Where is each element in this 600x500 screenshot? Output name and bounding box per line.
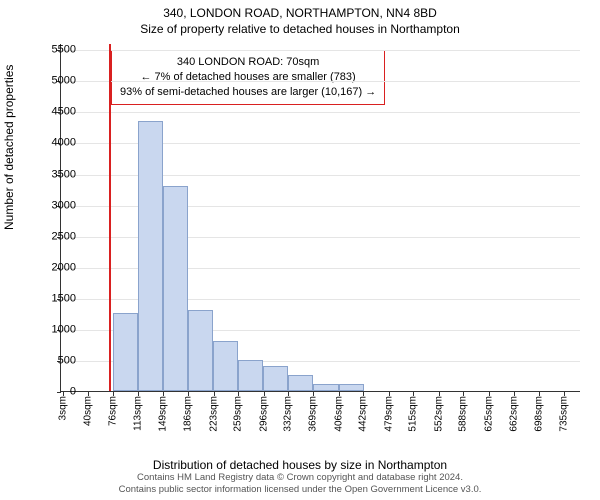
footer-line2: Contains public sector information licen… (0, 484, 600, 496)
gridline (61, 81, 580, 82)
histogram-bar (213, 341, 238, 391)
xtick-label: 588sqm (458, 396, 469, 432)
xtick-label: 552sqm (433, 396, 444, 432)
xtick-label: 76sqm (108, 396, 119, 426)
annotation-line2: ← 7% of detached houses are smaller (783… (120, 70, 376, 85)
xtick-label: 149sqm (157, 396, 168, 432)
xtick-label: 515sqm (408, 396, 419, 432)
histogram-bar (138, 121, 163, 391)
xtick-label: 698sqm (533, 396, 544, 432)
ytick-label: 4000 (40, 138, 76, 149)
gridline (61, 112, 580, 113)
xtick-label: 3sqm (58, 396, 69, 420)
histogram-bar (188, 310, 213, 391)
ytick-label: 500 (40, 355, 76, 366)
annotation-line3: 93% of semi-detached houses are larger (… (120, 85, 376, 100)
footer-line1: Contains HM Land Registry data © Crown c… (0, 472, 600, 484)
xtick-label: 442sqm (358, 396, 369, 432)
ytick-label: 0 (40, 387, 76, 398)
ytick-label: 2000 (40, 262, 76, 273)
histogram-bar (313, 384, 338, 391)
footer-attribution: Contains HM Land Registry data © Crown c… (0, 472, 600, 496)
xtick-label: 40sqm (83, 396, 94, 426)
xtick-label: 186sqm (183, 396, 194, 432)
ytick-label: 2500 (40, 231, 76, 242)
property-marker-line (109, 44, 111, 391)
x-axis-label: Distribution of detached houses by size … (0, 458, 600, 472)
histogram-bar (288, 375, 313, 391)
chart-subtitle: Size of property relative to detached ho… (0, 22, 600, 36)
xtick-label: 223sqm (208, 396, 219, 432)
histogram-bar (339, 384, 364, 391)
ytick-label: 5000 (40, 76, 76, 87)
ytick-label: 1000 (40, 324, 76, 335)
ytick-label: 5500 (40, 45, 76, 56)
ytick-label: 3500 (40, 169, 76, 180)
xtick-label: 625sqm (483, 396, 494, 432)
xtick-label: 406sqm (333, 396, 344, 432)
xtick-label: 369sqm (308, 396, 319, 432)
xtick-label: 735sqm (558, 396, 569, 432)
histogram-bar (113, 313, 138, 391)
xtick-label: 296sqm (258, 396, 269, 432)
histogram-bar (163, 186, 188, 391)
xtick-label: 479sqm (383, 396, 394, 432)
xtick-label: 662sqm (508, 396, 519, 432)
y-axis-label: Number of detached properties (2, 65, 16, 230)
xtick-label: 332sqm (283, 396, 294, 432)
histogram-bar (238, 360, 263, 391)
ytick-label: 1500 (40, 293, 76, 304)
ytick-label: 4500 (40, 107, 76, 118)
marker-annotation: 340 LONDON ROAD: 70sqm ← 7% of detached … (111, 50, 385, 105)
annotation-line1: 340 LONDON ROAD: 70sqm (120, 55, 376, 70)
chart-title: 340, LONDON ROAD, NORTHAMPTON, NN4 8BD (0, 6, 600, 20)
xtick-label: 113sqm (133, 396, 144, 431)
histogram-bar (263, 366, 288, 391)
ytick-label: 3000 (40, 200, 76, 211)
plot-area: 340 LONDON ROAD: 70sqm ← 7% of detached … (60, 44, 580, 392)
xtick-label: 259sqm (233, 396, 244, 432)
gridline (61, 50, 580, 51)
